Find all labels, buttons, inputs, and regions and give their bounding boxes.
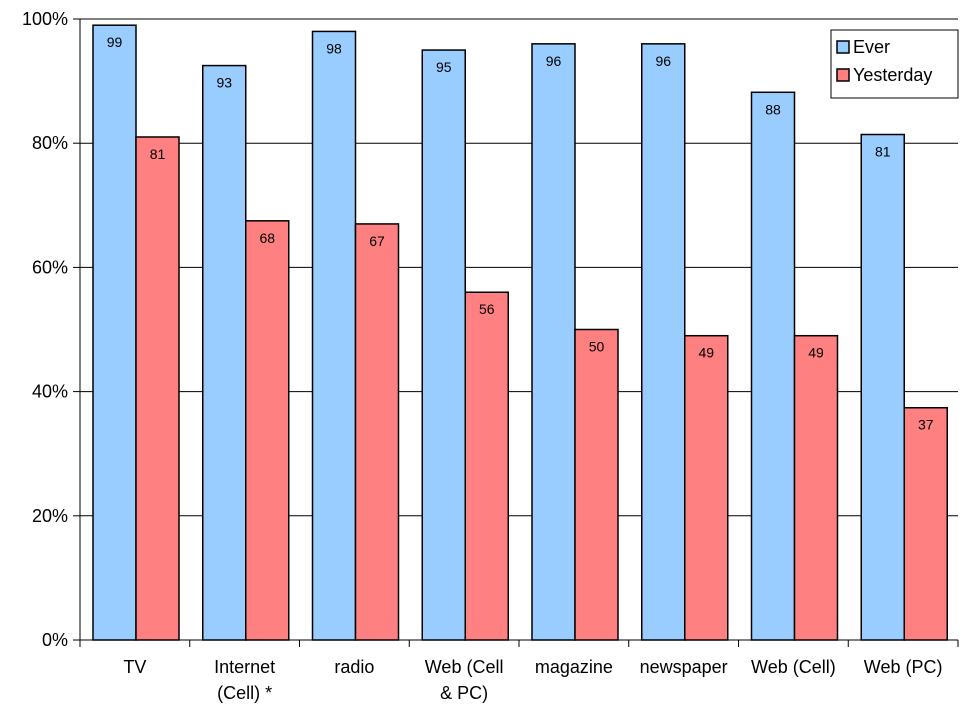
legend: Ever Yesterday [830,29,959,99]
data-label: 68 [259,230,275,246]
legend-box [830,29,959,99]
y-tick-label: 20% [32,506,68,526]
labels: 0% 20% 40% 60% 80% 100% 99 81 93 68 98 67 95 56 96 50 96… [22,9,943,703]
y-tick-label: 40% [32,382,68,402]
bar-yesterday-1 [245,220,290,641]
bar-ever-6 [750,91,796,641]
x-tick-label-line: newspaper [640,657,728,677]
x-tick-label: Web (PC) [864,657,943,677]
bar-yesterday-3 [464,291,509,641]
x-tick-label-line: TV [123,657,146,677]
data-label: 95 [436,59,452,75]
bar-yesterday-6 [793,334,839,641]
x-tick-label: newspaper [640,657,728,677]
legend-label-ever: Ever [853,37,890,57]
x-tick-label: magazine [535,657,613,677]
x-tick-label-line: Internet [214,657,275,677]
bar-yesterday-2 [354,223,400,641]
legend-swatch-yesterday [836,68,850,82]
data-label: 56 [479,301,495,317]
bar-yesterday-7 [903,406,948,641]
data-label: 99 [107,34,123,50]
data-label: 49 [808,345,824,361]
x-tick-label-line: Web (PC) [864,657,943,677]
bars [92,24,948,641]
y-tick-label: 0% [42,630,68,650]
data-label: 93 [216,75,232,91]
data-label: 96 [655,53,671,69]
bar-yesterday-4 [574,328,619,641]
bar-yesterday-0 [135,136,180,641]
data-label: 49 [698,345,714,361]
bar-ever-2 [311,30,357,641]
bar-ever-7 [860,133,905,641]
x-tick-label: Internet (Cell) * [214,657,275,703]
legend-label-yesterday: Yesterday [853,65,932,85]
data-label: 98 [326,40,342,56]
legend-swatch-ever [836,40,850,54]
data-label: 81 [150,146,166,162]
x-tick-label-line: Web (Cell [425,657,504,677]
x-tick-label: TV [123,657,146,677]
x-tick-label: radio [334,657,374,677]
y-tick-label: 100% [22,9,68,29]
x-tick-label-line: radio [334,657,374,677]
axes [73,18,959,647]
x-tick-label-line: Web (Cell) [751,657,836,677]
y-tick-label: 60% [32,257,68,277]
data-label: 37 [918,417,934,433]
bar-ever-3 [421,49,466,641]
x-tick-label-line: & PC) [440,683,488,703]
x-tick-label-line: (Cell) * [217,683,272,703]
bar-yesterday-5 [684,334,729,641]
x-tick-label: Web (Cell & PC) [425,657,504,703]
x-tick-label-line: magazine [535,657,613,677]
data-label: 81 [875,144,891,160]
bar-ever-0 [92,24,137,641]
data-label: 67 [369,233,385,249]
bar-ever-4 [531,43,576,641]
y-tick-label: 80% [32,133,68,153]
x-tick-label: Web (Cell) [751,657,836,677]
data-label: 88 [765,101,781,117]
bar-ever-1 [202,64,247,641]
data-label: 96 [546,53,562,69]
bar-ever-5 [641,43,686,641]
data-label: 50 [589,339,605,355]
